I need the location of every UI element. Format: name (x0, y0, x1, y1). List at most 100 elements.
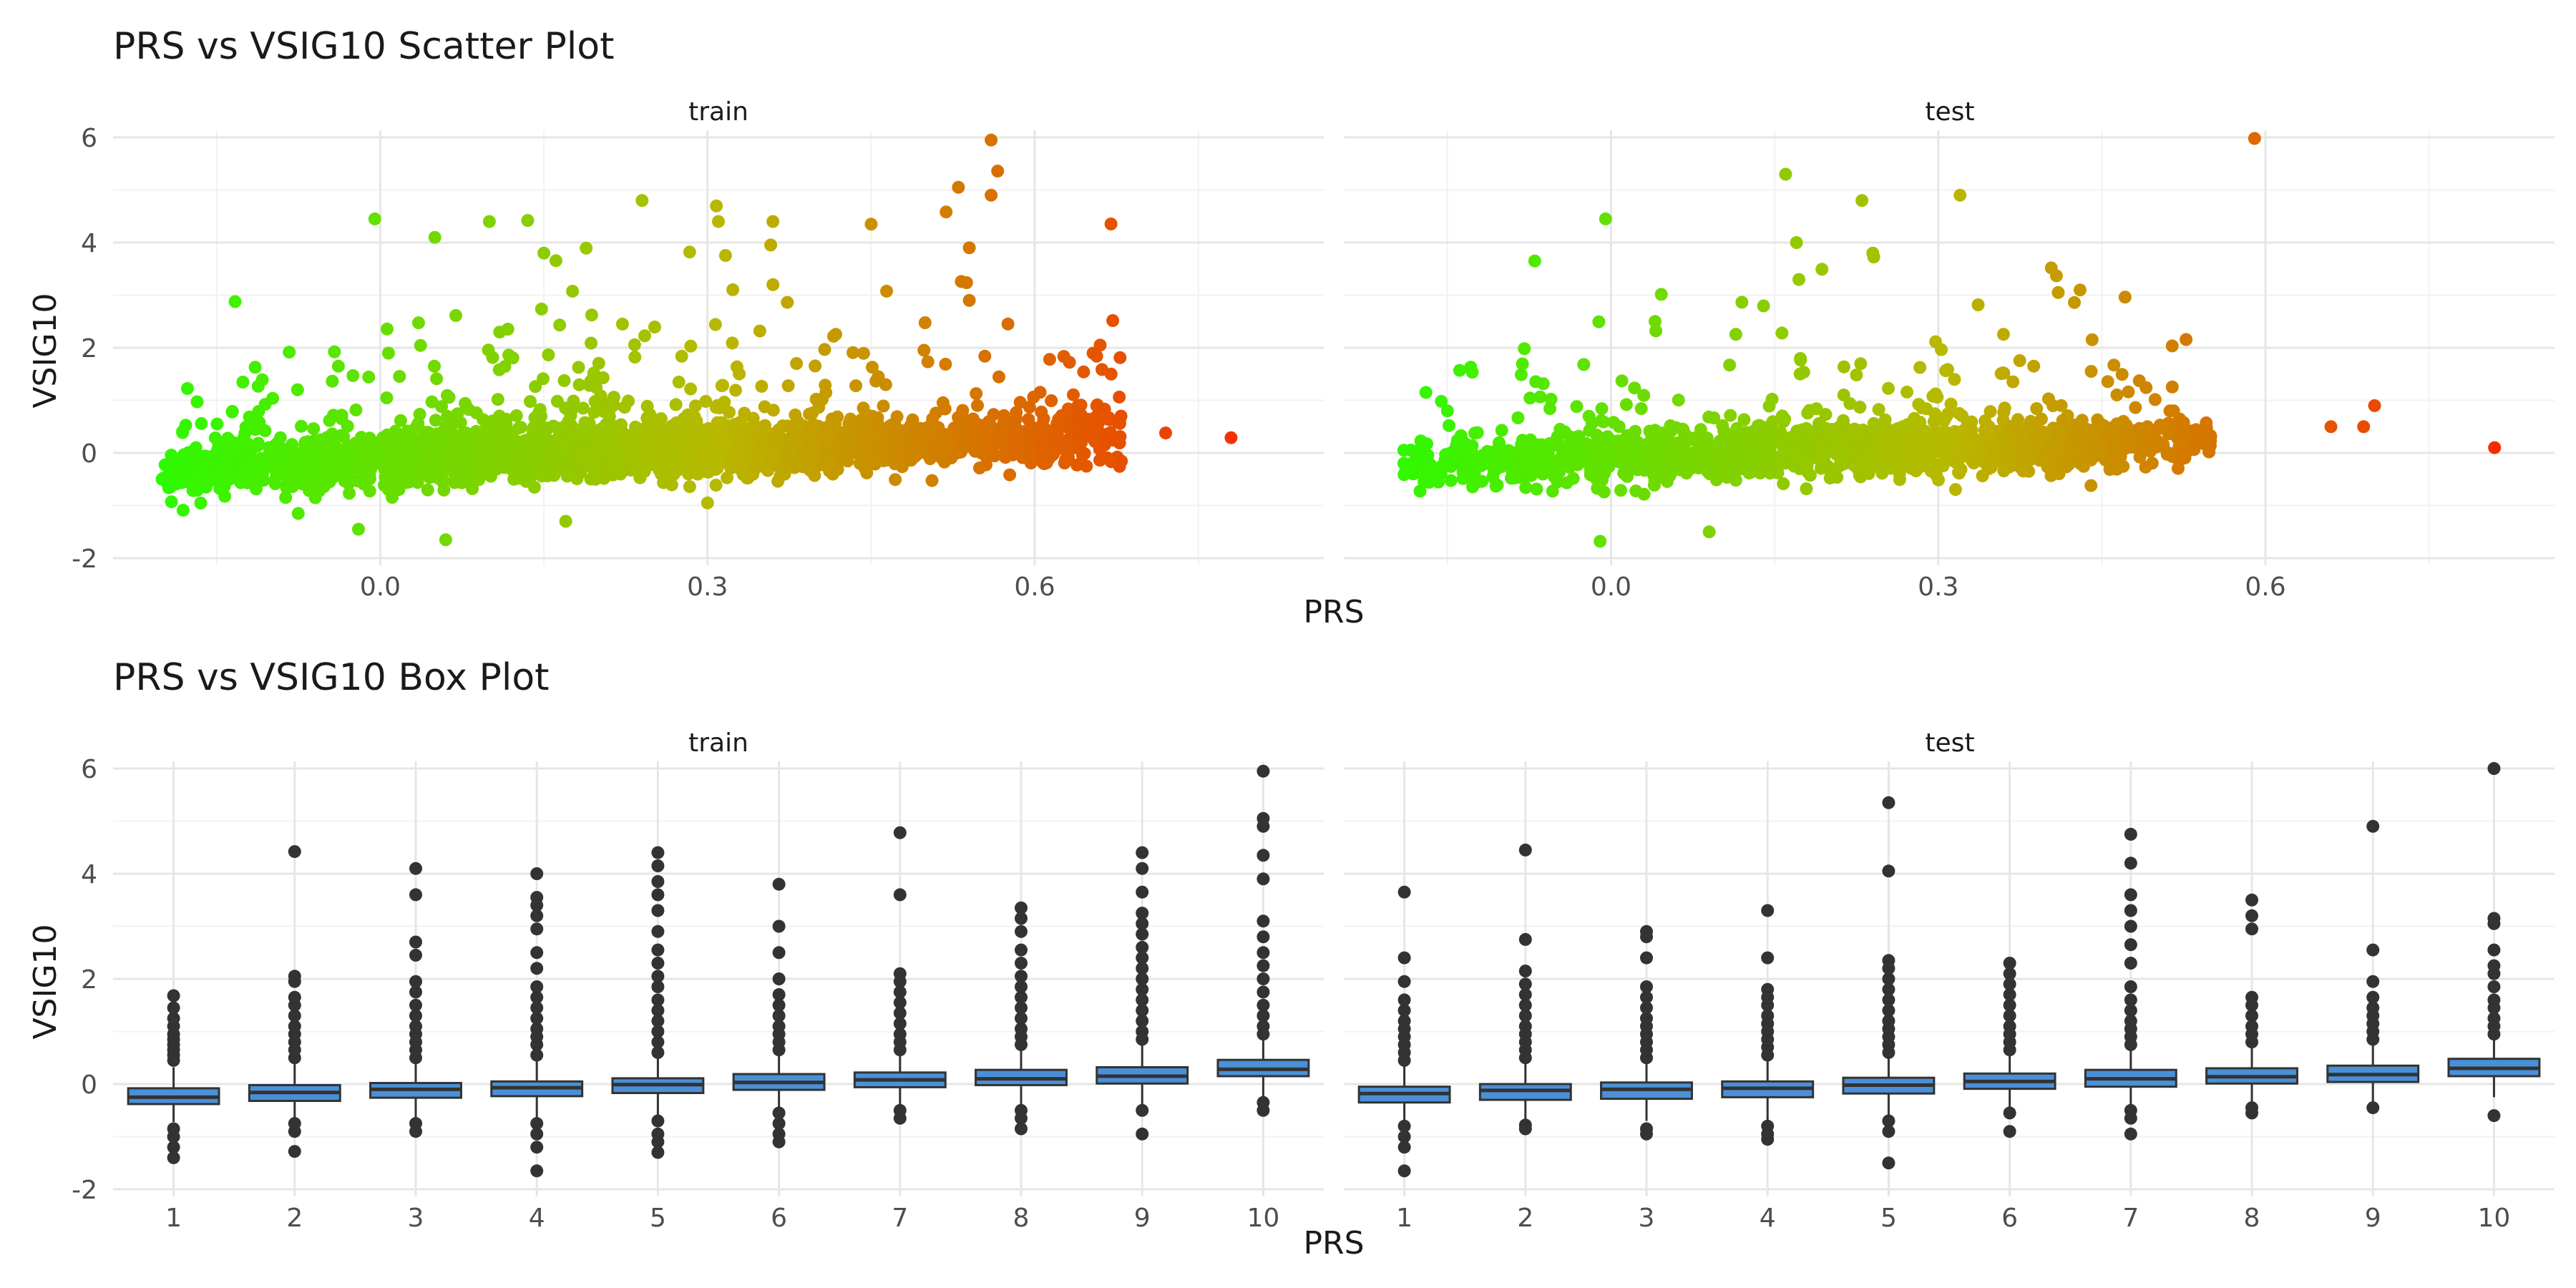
scatter-point (1792, 273, 1805, 286)
scatter-point (2115, 419, 2129, 432)
scatter-point (542, 447, 556, 461)
scatter-train-points (155, 133, 1238, 547)
scatter-point (1543, 402, 1556, 416)
scatter-point (877, 399, 890, 413)
scatter-point (251, 455, 264, 469)
scatter-point (1037, 412, 1050, 426)
scatter-point (787, 419, 801, 432)
scatter-point (701, 496, 714, 509)
scatter-point (2030, 402, 2044, 415)
scatter-point (1464, 361, 1478, 374)
scatter-point (411, 440, 425, 454)
scatter-point (1837, 360, 1850, 374)
scatter-point (1866, 246, 1880, 260)
scatter-point (453, 441, 467, 455)
scatter-point (449, 308, 462, 322)
x-tick-label: 7 (2122, 1204, 2139, 1233)
outlier-point (1257, 998, 1270, 1012)
scatter-point (163, 464, 177, 477)
scatter-point (1629, 435, 1642, 449)
scatter-point (818, 343, 831, 356)
scatter-point (772, 424, 786, 438)
scatter-point (334, 454, 348, 468)
scatter-point (2016, 464, 2030, 478)
scatter-point (549, 254, 562, 268)
outlier-point (2124, 957, 2137, 970)
scatter-point (1810, 402, 1823, 416)
scatter-point (2140, 381, 2153, 394)
outlier-point (1257, 985, 1270, 999)
scatter-point (349, 403, 363, 416)
y-tick-label: -2 (72, 1176, 97, 1205)
scatter-point (764, 238, 778, 252)
y-tick-label: 4 (81, 229, 97, 258)
outlier-point (530, 867, 544, 880)
scatter-point (381, 346, 395, 360)
outlier-point (2487, 912, 2501, 925)
scatter-point (640, 426, 653, 439)
scatter-point (1072, 432, 1085, 446)
scatter-point (2324, 420, 2338, 434)
scatter-point (1878, 413, 1892, 426)
scatter-point (910, 426, 924, 439)
scatter-point (1067, 388, 1080, 401)
scatter-point (266, 391, 280, 405)
scatter-point (365, 446, 379, 459)
scatter-point (557, 374, 571, 387)
scatter-point (1070, 458, 1084, 472)
scatter-point (411, 416, 425, 430)
scatter-point (1045, 394, 1058, 407)
scatter-point (482, 343, 495, 357)
scatter-point (503, 439, 517, 452)
scatter-point (1051, 429, 1065, 443)
scatter-point (2084, 365, 2098, 378)
scatter-point (528, 411, 542, 424)
scatter-point (1104, 455, 1118, 469)
scatter-point (1612, 420, 1626, 434)
scatter-point (414, 338, 427, 352)
outlier-point (167, 989, 180, 1002)
outlier-point (651, 859, 665, 872)
scatter-point (335, 412, 348, 426)
scatter-point (1722, 436, 1735, 449)
scatter-point (1495, 424, 1508, 437)
scatter-point (1921, 447, 1935, 460)
scatter-point (628, 338, 641, 351)
scatter-point (971, 399, 984, 412)
outlier-point (1257, 914, 1270, 928)
scatter-point (392, 483, 406, 497)
scatter-point (500, 457, 513, 470)
scatter-test-points (1397, 132, 2502, 548)
scatter-point (597, 397, 611, 410)
outlier-point (1397, 951, 1411, 965)
scatter-point (345, 462, 358, 475)
outlier-point (772, 972, 786, 985)
scatter-point (985, 188, 998, 202)
scatter-point (1948, 483, 1962, 497)
scatter-point (1594, 535, 1607, 548)
scatter-point (1397, 444, 1410, 457)
scatter-point (1819, 408, 1833, 421)
scatter-point (1774, 425, 1787, 439)
scatter-point (343, 444, 356, 457)
scatter-point (572, 378, 586, 391)
scatter-point (291, 383, 304, 396)
scatter-point (1944, 397, 1958, 411)
scatter-point (1420, 437, 1433, 451)
scatter-point (2016, 426, 2029, 439)
scatter-point (460, 468, 474, 482)
scatter-point (747, 419, 761, 432)
scatter-point (2157, 437, 2170, 451)
scatter-point (780, 434, 794, 447)
scatter-point (2165, 380, 2179, 394)
scatter-point (1913, 361, 1927, 374)
outlier-point (772, 877, 786, 891)
scatter-point (1001, 317, 1015, 331)
scatter-point (1779, 167, 1792, 181)
box-plot-title: PRS vs VSIG10 Box Plot (113, 656, 550, 699)
scatter-point (1794, 353, 1807, 367)
scatter-point (711, 399, 724, 412)
scatter-point (368, 212, 381, 225)
x-tick-label: 3 (408, 1204, 424, 1233)
scatter-point (1520, 454, 1533, 467)
